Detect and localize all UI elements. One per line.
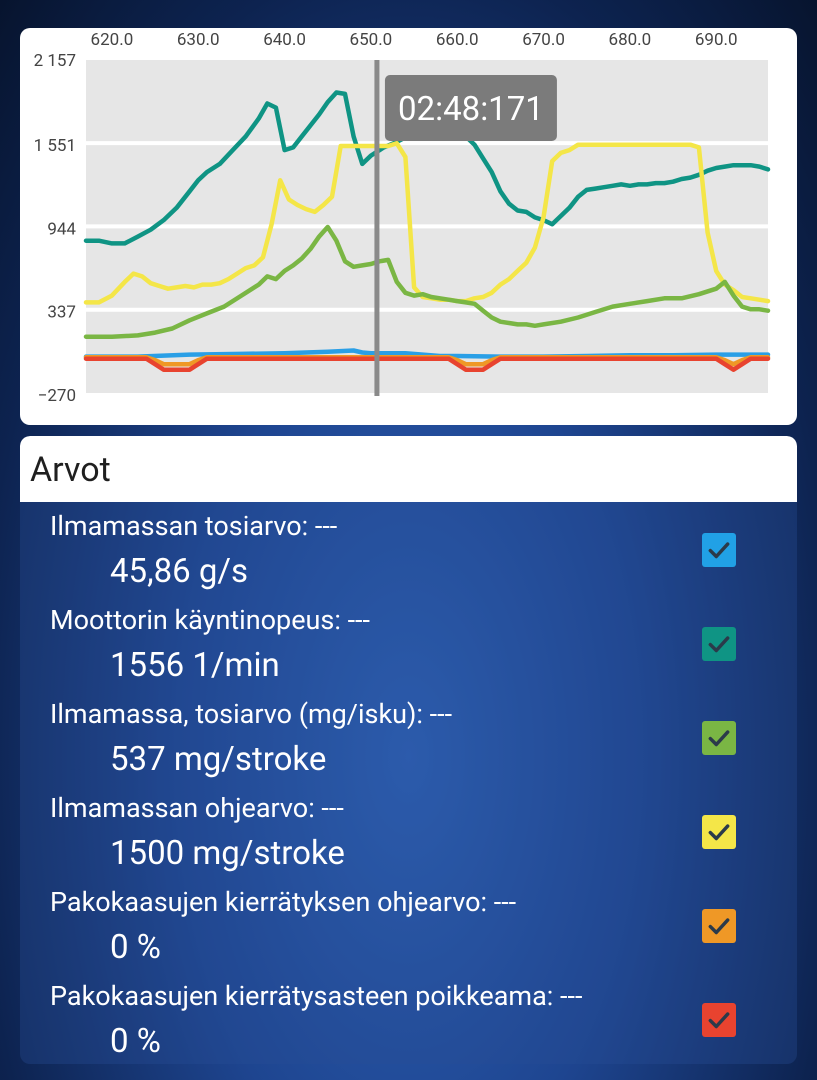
value-label: Ilmamassan tosiarvo: ---	[50, 510, 338, 542]
checkbox-blue[interactable]	[702, 533, 736, 567]
chart-card[interactable]: 2 157 1 551 944 337 −270 620.0 630.0 640.0 650.0…	[20, 28, 797, 425]
cursor-time-label: 02:48:171	[398, 90, 544, 129]
x-tick-label: 690.0	[695, 30, 738, 50]
series-line-4	[83, 355, 771, 367]
value-reading: 537 mg/stroke	[110, 740, 327, 779]
check-icon	[708, 824, 730, 841]
value-label: Pakokaasujen kierrätysasteen poikkeama: …	[50, 980, 583, 1012]
values-title: Arvot	[30, 450, 111, 490]
value-reading: 1500 mg/stroke	[110, 834, 345, 873]
check-icon	[708, 730, 730, 747]
checkbox-yellow[interactable]	[702, 815, 736, 849]
value-label: Ilmamassan ohjearvo: ---	[50, 792, 344, 824]
y-tick-label: 1 551	[34, 136, 76, 156]
check-icon	[708, 1012, 730, 1029]
x-tick-label: 620.0	[91, 30, 134, 50]
series-line-2	[83, 224, 771, 339]
values-header: Arvot	[20, 436, 797, 502]
cursor-tooltip	[384, 75, 557, 141]
value-reading: 0 %	[110, 1022, 161, 1061]
checkbox-green[interactable]	[702, 721, 736, 755]
y-tick-label: 337	[47, 303, 76, 323]
y-tick-label: 944	[47, 219, 76, 239]
value-reading: 45,86 g/s	[110, 552, 249, 591]
check-icon	[708, 542, 730, 559]
series-line-5	[83, 356, 771, 372]
check-icon	[708, 918, 730, 935]
x-tick-label: 630.0	[177, 30, 220, 50]
checkbox-teal[interactable]	[702, 627, 736, 661]
value-row: Moottorin käyntinopeus: --- 1556 1/min	[20, 604, 797, 698]
checkbox-red[interactable]	[702, 1003, 736, 1037]
value-row: Ilmamassa, tosiarvo (mg/isku): --- 537 mg…	[20, 698, 797, 792]
value-row: Ilmamassan tosiarvo: --- 45,86 g/s	[20, 510, 797, 604]
checkbox-orange[interactable]	[702, 909, 736, 943]
x-tick-label: 640.0	[263, 30, 306, 50]
value-label: Ilmamassa, tosiarvo (mg/isku): ---	[50, 698, 453, 730]
x-tick-label: 660.0	[436, 30, 479, 50]
line-chart[interactable]: 2 157 1 551 944 337 −270 620.0 630.0 640.0 650.0…	[20, 28, 797, 425]
value-label: Moottorin käyntinopeus: ---	[50, 604, 370, 636]
value-label: Pakokaasujen kierrätyksen ohjearvo: ---	[50, 886, 517, 918]
y-tick-label: −270	[38, 386, 76, 406]
x-tick-label: 670.0	[522, 30, 565, 50]
value-row: Pakokaasujen kierrätyksen ohjearvo: --- 0…	[20, 886, 797, 980]
value-row: Pakokaasujen kierrätysasteen poikkeama: …	[20, 980, 797, 1064]
check-icon	[708, 636, 730, 653]
value-reading: 0 %	[110, 928, 161, 967]
values-panel: Arvot Ilmamassan tosiarvo: --- 45,86 g/s M…	[20, 436, 797, 1064]
y-tick-label: 2 157	[34, 51, 76, 71]
x-tick-label: 650.0	[350, 30, 393, 50]
x-tick-label: 680.0	[609, 30, 652, 50]
value-row: Ilmamassan ohjearvo: --- 1500 mg/stroke	[20, 792, 797, 886]
value-reading: 1556 1/min	[110, 646, 280, 685]
